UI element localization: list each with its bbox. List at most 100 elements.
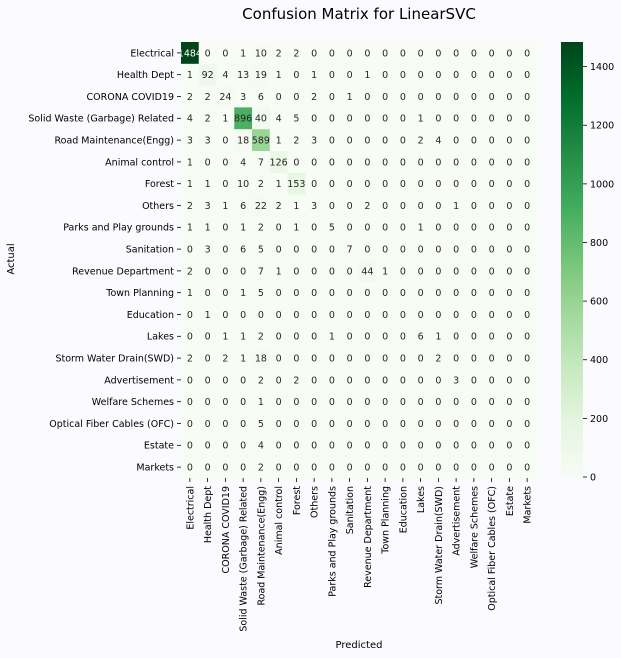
y-tick-label: Health Dept <box>117 70 174 81</box>
cell-value-label: 0 <box>471 288 477 299</box>
heatmap-cell <box>216 369 235 392</box>
heatmap-cell <box>411 172 430 195</box>
cell-value-label: 0 <box>276 375 282 386</box>
heatmap-cell <box>216 303 235 326</box>
cell-value-label: 0 <box>506 397 512 408</box>
heatmap-cell <box>482 390 501 413</box>
cell-value-label: 0 <box>187 441 193 452</box>
cell-value-label: 0 <box>311 266 317 277</box>
cell-value-label: 0 <box>400 332 406 343</box>
heatmap-cell <box>181 325 200 348</box>
heatmap-cell <box>358 172 377 195</box>
heatmap-cell <box>500 369 519 392</box>
cell-value-label: 0 <box>382 201 388 212</box>
x-axis-label: Predicted <box>336 640 383 651</box>
cell-value-label: 0 <box>311 332 317 343</box>
cell-value-label: 2 <box>364 201 370 212</box>
cell-value-label: 1 <box>240 288 246 299</box>
cell-value-label: 126 <box>270 157 288 168</box>
heatmap-cell <box>518 42 537 65</box>
heatmap-cell <box>181 369 200 392</box>
heatmap-cell <box>198 151 217 174</box>
heatmap-cell <box>376 194 395 217</box>
cell-value-label: 0 <box>400 201 406 212</box>
heatmap-cell <box>376 456 395 479</box>
heatmap-cell <box>252 260 271 283</box>
heatmap-cell <box>287 172 306 195</box>
heatmap-cell <box>500 390 519 413</box>
heatmap-cell <box>269 85 288 108</box>
cell-value-label: 0 <box>240 463 246 474</box>
heatmap-cell <box>287 42 306 65</box>
cell-value-label: 0 <box>187 463 193 474</box>
heatmap-cell <box>252 107 271 130</box>
cell-value-label: 0 <box>506 92 512 103</box>
cell-value-label: 1 <box>276 70 282 81</box>
heatmap-cell <box>323 129 342 152</box>
heatmap-cell <box>340 194 359 217</box>
cell-value-label: 1 <box>258 397 264 408</box>
heatmap-cell <box>252 369 271 392</box>
heatmap-cell <box>181 412 200 435</box>
cell-value-label: 0 <box>489 92 495 103</box>
heatmap-cell <box>465 151 484 174</box>
x-tick-label: Road Maintenance(Engg) <box>256 486 267 606</box>
heatmap-cell <box>482 260 501 283</box>
cell-value-label: 0 <box>329 441 335 452</box>
heatmap-cell <box>518 347 537 370</box>
heatmap-cell <box>518 456 537 479</box>
cell-value-label: 0 <box>222 419 228 430</box>
cell-value-label: 0 <box>293 419 299 430</box>
heatmap-cell <box>500 107 519 130</box>
cell-value-label: 0 <box>347 288 353 299</box>
cell-value-label: 2 <box>205 114 211 125</box>
heatmap-cell <box>447 172 466 195</box>
x-tick-label: Parks and Play grounds <box>327 486 338 597</box>
x-tick-label: Estate <box>505 486 516 516</box>
cell-value-label: 0 <box>418 92 424 103</box>
heatmap-cell <box>518 369 537 392</box>
cell-value-label: 0 <box>453 245 459 256</box>
cell-value-label: 0 <box>400 157 406 168</box>
heatmap-cell <box>269 63 288 86</box>
heatmap-cell <box>394 151 413 174</box>
heatmap-cell <box>287 260 306 283</box>
heatmap-cell <box>394 303 413 326</box>
heatmap-cell <box>340 456 359 479</box>
cell-value-label: 1 <box>453 201 459 212</box>
heatmap-cell <box>518 434 537 457</box>
cell-value-label: 0 <box>506 201 512 212</box>
cell-value-label: 0 <box>471 136 477 147</box>
heatmap-cell <box>323 260 342 283</box>
cell-value-label: 6 <box>418 332 424 343</box>
heatmap-cell <box>181 172 200 195</box>
cell-value-label: 0 <box>364 48 370 59</box>
cell-value-label: 0 <box>382 70 388 81</box>
heatmap-cell <box>181 456 200 479</box>
heatmap-cell <box>376 347 395 370</box>
cell-value-label: 2 <box>258 332 264 343</box>
cell-value-label: 0 <box>471 354 477 365</box>
cell-value-label: 0 <box>453 223 459 234</box>
heatmap-cell <box>287 85 306 108</box>
heatmap-cell <box>252 42 271 65</box>
heatmap-cell <box>411 412 430 435</box>
heatmap-cell <box>305 85 324 108</box>
cell-value-label: 0 <box>418 266 424 277</box>
cell-value-label: 1 <box>240 48 246 59</box>
cell-value-label: 0 <box>471 92 477 103</box>
heatmap-cell <box>287 412 306 435</box>
heatmap-cell <box>500 456 519 479</box>
cell-value-label: 0 <box>293 266 299 277</box>
cell-value-label: 0 <box>329 201 335 212</box>
cell-value-label: 0 <box>276 288 282 299</box>
heatmap-cell <box>500 347 519 370</box>
cell-value-label: 5 <box>258 419 264 430</box>
cell-value-label: 3 <box>240 92 246 103</box>
cell-value-label: 3 <box>205 201 211 212</box>
heatmap-cell <box>198 129 217 152</box>
cell-value-label: 92 <box>202 70 214 81</box>
cell-value-label: 0 <box>347 179 353 190</box>
heatmap-cell <box>252 238 271 261</box>
cell-value-label: 0 <box>329 354 335 365</box>
